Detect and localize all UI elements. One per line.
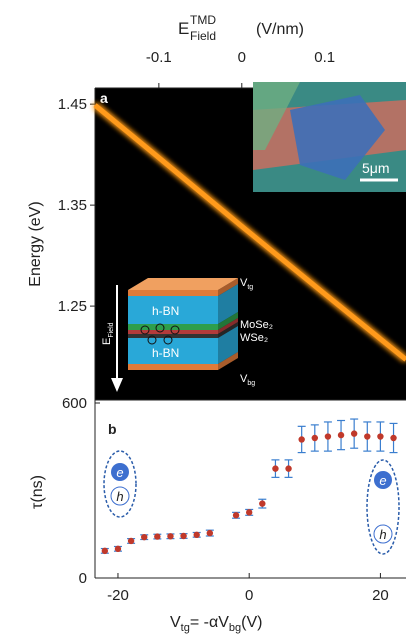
gate-sub: bg (247, 380, 255, 387)
point (325, 433, 331, 439)
point (351, 430, 357, 436)
electron-label: e (379, 473, 386, 488)
x-label-symbol: E (178, 19, 189, 38)
x-label-part: = -αV (190, 614, 229, 631)
point (128, 538, 134, 544)
electron-label: e (116, 465, 123, 480)
y-tick-label: 1.35 (58, 197, 87, 214)
point (390, 435, 396, 441)
point (259, 500, 265, 506)
point (207, 530, 213, 536)
point (115, 546, 121, 552)
layer-label: WSe₂ (240, 332, 268, 344)
point (364, 433, 370, 439)
gate-sub: tg (247, 284, 253, 291)
point (298, 436, 304, 442)
layer-front (128, 364, 218, 370)
field-sub: Field (108, 322, 115, 337)
layer-front (128, 290, 218, 296)
point (167, 533, 173, 539)
point (193, 532, 199, 538)
point (272, 465, 278, 471)
y-tick-label: 1.25 (58, 298, 87, 315)
panel-label: b (108, 421, 117, 437)
x-tick-label: -20 (107, 587, 129, 604)
x-label-sub: tg (181, 622, 190, 634)
layer-front (128, 334, 218, 338)
x-label-sub: bg (229, 622, 241, 634)
x-tick-label: 0 (245, 587, 253, 604)
point (338, 432, 344, 438)
x-tick-label: 0 (238, 49, 246, 66)
y-tick-label: 0 (79, 570, 87, 587)
point (154, 533, 160, 539)
point (285, 465, 291, 471)
x-label-sub: Field (190, 29, 216, 43)
x-tick-label: 20 (372, 587, 389, 604)
y-label: Energy (eV) (27, 201, 44, 286)
figure: -0.100.11.451.351.25ETMDField(V/nm)Energ… (0, 0, 406, 639)
point (312, 435, 318, 441)
layer-label: MoSe₂ (240, 319, 273, 331)
y-tick-label: 1.45 (58, 96, 87, 113)
point (102, 548, 108, 554)
point (141, 534, 147, 540)
pair-outline (104, 451, 136, 517)
point (180, 533, 186, 539)
x-label-unit: (V/nm) (256, 21, 304, 38)
layer-label: h-BN (152, 346, 179, 360)
y-label: τ(ns) (29, 475, 46, 509)
x-label-part: (V) (241, 614, 262, 631)
field-main: E (101, 338, 113, 345)
scale-label: 5μm (362, 160, 390, 176)
x-label-part: V (170, 614, 181, 631)
hole-label: h (116, 489, 123, 504)
x-tick-label: -0.1 (146, 49, 172, 66)
y-tick-label: 600 (62, 395, 87, 412)
x-label: Vtg= -αVbg(V) (170, 614, 262, 634)
point (377, 433, 383, 439)
panel-label: a (100, 90, 108, 106)
layer-label: h-BN (152, 304, 179, 318)
point (233, 512, 239, 518)
hole-label: h (379, 527, 386, 542)
x-label-sup: TMD (190, 13, 216, 27)
x-tick-label: 0.1 (314, 49, 335, 66)
point (246, 509, 252, 515)
